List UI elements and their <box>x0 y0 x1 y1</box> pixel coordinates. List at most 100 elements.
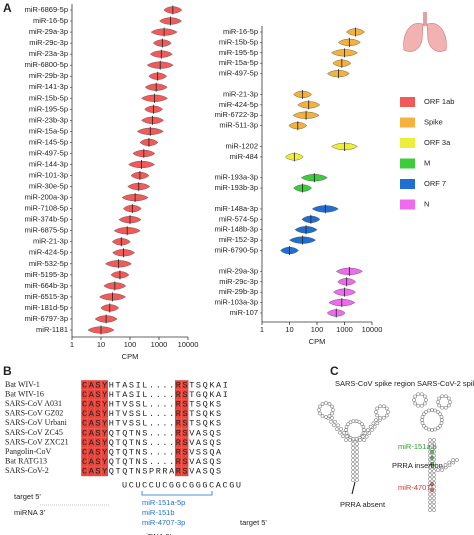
nucleotide <box>428 496 432 501</box>
nucleotide <box>358 438 362 442</box>
nucleotide <box>428 484 432 489</box>
y-tick-label: miR-193a-3p <box>215 173 258 182</box>
nucleotide <box>355 474 359 478</box>
y-tick-label: miR-6800-5p <box>25 60 68 69</box>
y-tick-label: miR-15b-5p <box>219 37 258 46</box>
y-tick-label: miR-21-3p <box>33 237 68 246</box>
sequence: CASYHTVSSL....RSTSQKS <box>82 409 223 419</box>
panel-label: C <box>330 364 339 378</box>
nucleotide <box>422 412 426 416</box>
y-tick-label: miR-148a-3p <box>215 204 258 213</box>
y-tick-label: miR-29b-3p <box>29 71 68 80</box>
legend-label: N <box>424 199 429 208</box>
y-tick-label: miR-497-5p <box>29 148 68 157</box>
nucleotide <box>428 500 432 505</box>
nucleotide <box>355 466 359 470</box>
nucleotide <box>338 430 342 435</box>
strain-name: SARS-CoV A031 <box>5 399 62 408</box>
nucleotide <box>427 408 431 413</box>
nucleotide <box>443 463 448 467</box>
nucleotide <box>437 396 441 401</box>
nucleotide <box>428 508 432 512</box>
nucleotide <box>424 410 428 414</box>
pointer <box>351 481 356 495</box>
nucleotide <box>351 474 355 478</box>
nucleotide <box>428 473 432 477</box>
x-tick-label: 1000 <box>151 340 168 349</box>
y-tick-label: miR-497-5p <box>219 69 258 78</box>
highlight <box>87 380 95 390</box>
y-tick-label: miR-15b-5p <box>29 93 68 102</box>
nucleotide <box>317 408 321 412</box>
y-tick-label: miR-23a-3p <box>29 49 68 58</box>
nucleotide <box>333 419 337 424</box>
sequence: CASYHTVSSL....RSTSQKS <box>82 399 223 409</box>
sequence: CASYQTQTNS....RSVASQS <box>82 428 223 438</box>
highlight <box>87 418 95 429</box>
nucleotide <box>428 477 432 481</box>
nucleotide <box>336 423 340 428</box>
nucleotide <box>344 425 349 429</box>
y-tick-label: miR-374b-5p <box>25 215 68 224</box>
highlight <box>81 457 88 467</box>
nucleotide <box>335 427 339 431</box>
nucleotide <box>440 394 444 399</box>
y-tick-label: miR-181d-5p <box>25 303 68 312</box>
y-tick-label: miR-511-3p <box>219 121 258 130</box>
legend-label: Spike <box>424 117 443 126</box>
nucleotide <box>351 446 355 450</box>
y-tick-label: miR-200a-3p <box>25 193 68 202</box>
highlight <box>101 466 108 477</box>
nucleotide <box>351 437 356 441</box>
nucleotide <box>439 465 444 470</box>
nucleotide <box>428 504 432 508</box>
highlight <box>101 409 108 419</box>
nucleotide <box>432 500 436 505</box>
nucleotide <box>432 465 436 470</box>
highlight <box>181 457 189 467</box>
nucleotide <box>436 410 440 414</box>
nucleotide <box>330 416 334 420</box>
y-tick-label: miR-6722-3p <box>215 110 258 119</box>
mirna-label: miRNA 3' <box>14 508 46 517</box>
nucleotide <box>430 482 434 486</box>
strain-name: Bat WIV-1 <box>5 380 40 389</box>
nucleotide <box>430 450 434 454</box>
sequence: CASYQTQTNSPRRARSVASQS <box>82 467 223 477</box>
highlight <box>87 457 95 467</box>
panel-label: B <box>3 364 12 378</box>
x-tick-label: 10000 <box>178 340 199 349</box>
nucleotide <box>432 492 436 497</box>
highlight <box>181 466 189 477</box>
highlight <box>94 409 102 419</box>
nucleotide <box>427 427 431 432</box>
legend-label: ORF 3a <box>424 138 451 147</box>
highlight <box>175 466 182 477</box>
nucleotide <box>355 446 359 450</box>
legend-swatch <box>400 138 415 148</box>
highlight <box>81 447 88 457</box>
nucleotide <box>330 411 334 416</box>
legend-label: ORF 1ab <box>424 97 454 106</box>
nucleotide <box>382 415 386 420</box>
y-tick-label: miR-195-5p <box>219 48 258 57</box>
nucleotide <box>428 492 432 497</box>
highlight <box>81 428 88 438</box>
nucleotide <box>332 423 336 428</box>
nucleotide <box>329 419 333 424</box>
nucleotide <box>428 445 432 450</box>
highlight <box>87 409 95 419</box>
insertion-label: PRRA insertion <box>392 461 443 470</box>
nucleotide <box>366 428 370 432</box>
nucleotide <box>370 428 374 432</box>
nucleotide <box>433 427 437 432</box>
nucleotide <box>351 454 355 458</box>
nucleotide <box>430 462 434 466</box>
legend-label: ORF 7 <box>424 179 446 188</box>
y-tick-label: miR-29c-3p <box>29 38 68 47</box>
y-tick-label: miR-1181 <box>36 325 68 334</box>
highlight <box>94 389 102 400</box>
highlight <box>175 409 182 419</box>
nucleotide <box>318 411 322 416</box>
